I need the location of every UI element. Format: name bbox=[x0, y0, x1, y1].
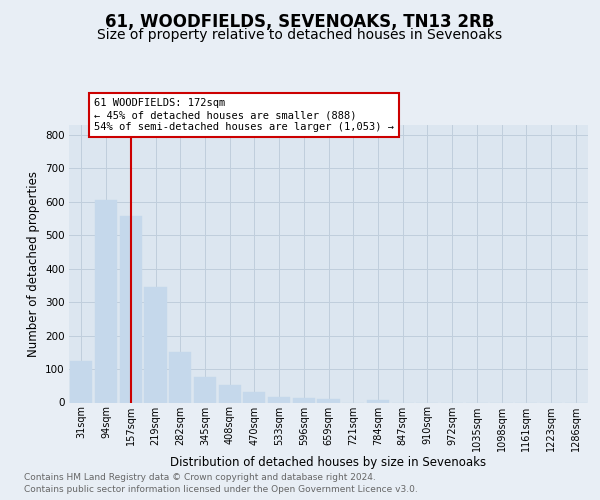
Bar bbox=[70, 360, 92, 403]
Bar bbox=[243, 392, 265, 402]
Text: Contains public sector information licensed under the Open Government Licence v3: Contains public sector information licen… bbox=[24, 485, 418, 494]
Bar bbox=[169, 352, 191, 403]
Text: Size of property relative to detached houses in Sevenoaks: Size of property relative to detached ho… bbox=[97, 28, 503, 42]
Bar bbox=[218, 385, 241, 402]
Bar bbox=[317, 399, 340, 402]
Bar bbox=[95, 200, 117, 402]
Bar bbox=[194, 378, 216, 402]
Bar bbox=[367, 400, 389, 402]
Y-axis label: Number of detached properties: Number of detached properties bbox=[26, 171, 40, 357]
Bar bbox=[293, 398, 315, 402]
Bar bbox=[145, 287, 167, 403]
Text: 61, WOODFIELDS, SEVENOAKS, TN13 2RB: 61, WOODFIELDS, SEVENOAKS, TN13 2RB bbox=[106, 12, 494, 30]
Text: Contains HM Land Registry data © Crown copyright and database right 2024.: Contains HM Land Registry data © Crown c… bbox=[24, 472, 376, 482]
X-axis label: Distribution of detached houses by size in Sevenoaks: Distribution of detached houses by size … bbox=[170, 456, 487, 469]
Bar bbox=[268, 397, 290, 402]
Bar bbox=[119, 216, 142, 402]
Text: 61 WOODFIELDS: 172sqm
← 45% of detached houses are smaller (888)
54% of semi-det: 61 WOODFIELDS: 172sqm ← 45% of detached … bbox=[94, 98, 394, 132]
